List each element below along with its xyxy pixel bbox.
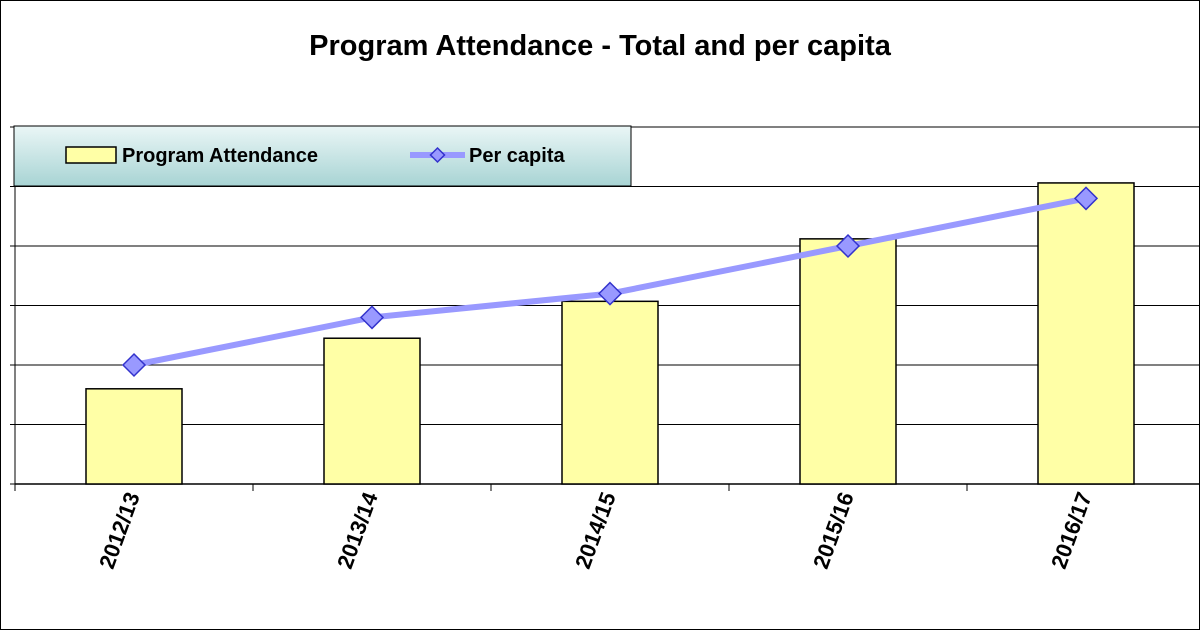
- per-capita-marker-2014-15: [597, 281, 623, 306]
- per-capita-marker-2015-16: [835, 233, 861, 259]
- x-tick-label: 2015/16: [808, 489, 859, 572]
- line-series: [121, 186, 1099, 378]
- per-capita-marker-2016-17: [1073, 186, 1099, 211]
- bar-2015-16: [799, 238, 897, 485]
- bar-2016-17: [1037, 182, 1135, 485]
- legend: Program Attendance Per capita: [13, 125, 632, 187]
- legend-swatch-per-capita-marker: [429, 146, 446, 164]
- legend-label-per-capita: Per capita: [469, 145, 565, 167]
- per-capita-marker-2012-13: [121, 352, 147, 378]
- per-capita-marker-2013-14: [359, 305, 385, 330]
- x-tick-label: 2016/17: [1046, 489, 1097, 572]
- bar-2014-15: [561, 300, 659, 485]
- bar-2012-13: [85, 388, 183, 485]
- chart-title: Program Attendance - Total and per capit…: [309, 30, 891, 62]
- bar-series: [85, 182, 1135, 485]
- legend-label-program-attendance: Program Attendance: [122, 145, 318, 167]
- x-tick-label: 2014/15: [570, 489, 621, 572]
- legend-box: [13, 125, 632, 187]
- x-tick-label: 2012/13: [94, 489, 145, 572]
- bar-2013-14: [323, 337, 421, 485]
- x-tick-label: 2013/14: [332, 488, 383, 572]
- x-tick-labels: 2012/13 2013/14 2014/15 2015/16 2016/17: [94, 488, 1097, 572]
- legend-swatch-program-attendance: [65, 146, 117, 164]
